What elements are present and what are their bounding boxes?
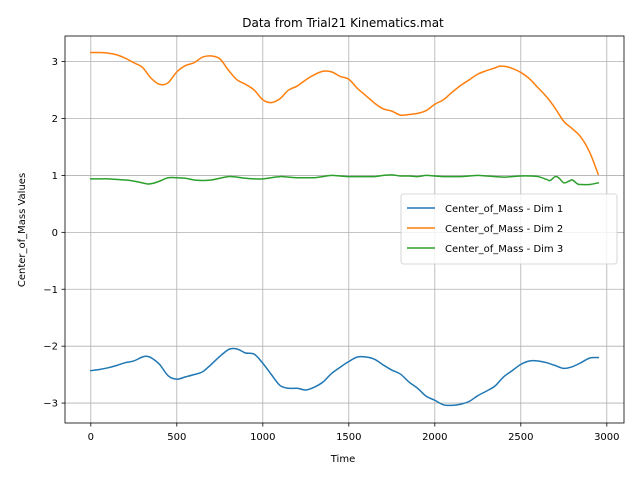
y-tick-label: 1 <box>52 171 58 182</box>
x-tick-label: 500 <box>167 432 186 443</box>
y-axis-label: Center_of_Mass Values <box>17 173 28 287</box>
axes-frame <box>64 35 625 424</box>
series-line-dim-3 <box>90 174 600 186</box>
x-tick-label: 2000 <box>422 432 447 443</box>
y-tick-label: 3 <box>52 57 58 68</box>
chart-title: Data from Trial21 Kinematics.mat <box>242 16 444 30</box>
x-tick-label: 1000 <box>250 432 275 443</box>
x-tick-label: 1500 <box>336 432 361 443</box>
legend-label: Center_of_Mass - Dim 2 <box>445 224 563 235</box>
y-tick-label: −3 <box>43 399 58 410</box>
legend-box <box>400 193 618 265</box>
legend-label: Center_of_Mass - Dim 3 <box>445 244 563 255</box>
series-line-dim-1 <box>89 347 600 407</box>
legend: Center_of_Mass - Dim 1 Center_of_Mass - D… <box>400 193 618 265</box>
x-tick-label: 0 <box>88 432 94 443</box>
x-tick-label: 2500 <box>508 432 533 443</box>
y-tick-label: 0 <box>52 228 58 239</box>
y-tick-label: 2 <box>52 114 58 125</box>
ticks: 0 500 1000 1500 2000 2500 3000 −3 −2 −1 0 1 2 3 <box>43 57 619 443</box>
series-layer <box>89 51 600 407</box>
y-tick-label: −1 <box>43 285 58 296</box>
x-tick-label: 3000 <box>594 432 619 443</box>
y-tick-label: −2 <box>43 342 58 353</box>
legend-label: Center_of_Mass - Dim 1 <box>445 204 563 215</box>
x-axis-label: Time <box>330 454 355 465</box>
series-line-dim-2 <box>90 51 600 176</box>
